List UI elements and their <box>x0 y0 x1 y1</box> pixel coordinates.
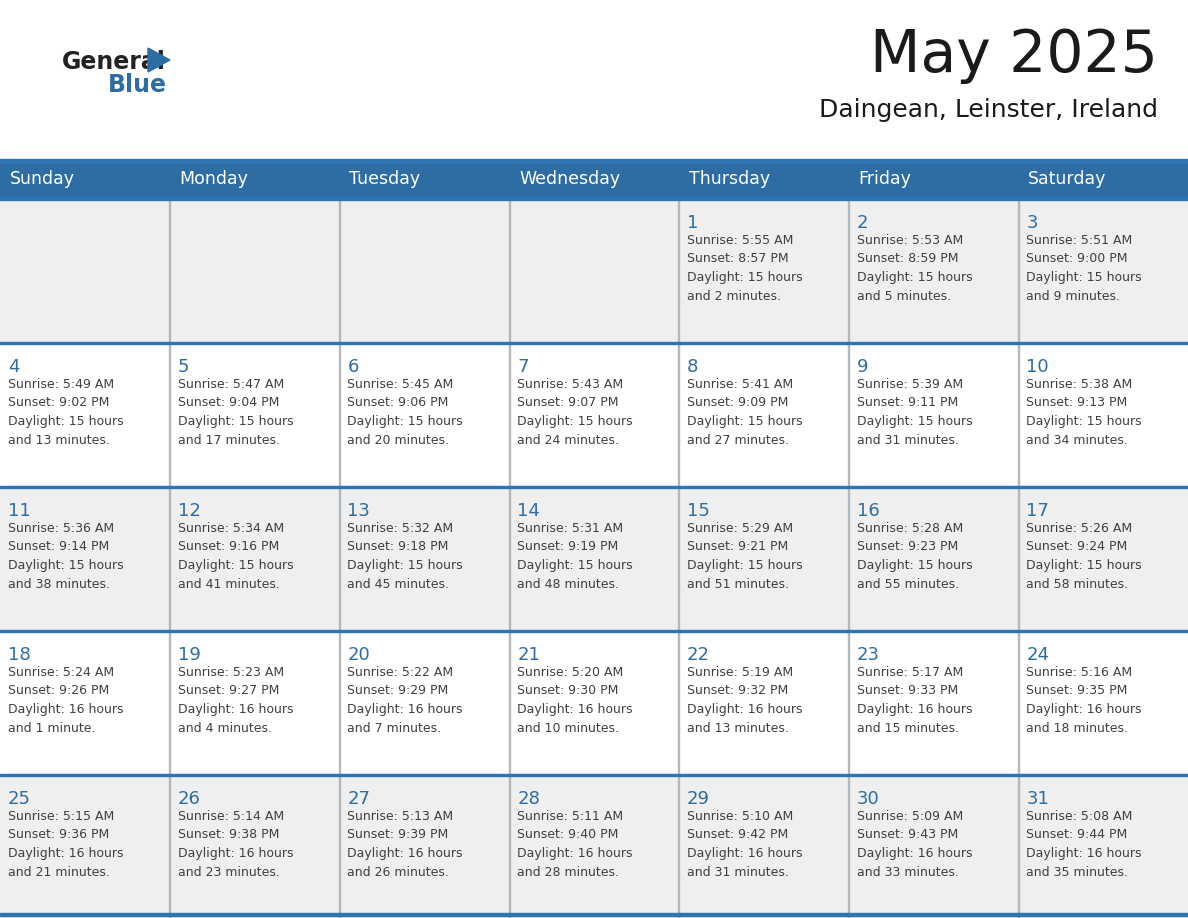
Text: Sunrise: 5:22 AM
Sunset: 9:29 PM
Daylight: 16 hours
and 7 minutes.: Sunrise: 5:22 AM Sunset: 9:29 PM Dayligh… <box>347 666 463 734</box>
Text: Sunrise: 5:45 AM
Sunset: 9:06 PM
Daylight: 15 hours
and 20 minutes.: Sunrise: 5:45 AM Sunset: 9:06 PM Dayligh… <box>347 378 463 446</box>
Text: 5: 5 <box>178 358 189 376</box>
Bar <box>0 630 1188 774</box>
Text: 11: 11 <box>8 502 31 520</box>
Bar <box>0 774 1188 918</box>
Text: Sunrise: 5:10 AM
Sunset: 9:42 PM
Daylight: 16 hours
and 31 minutes.: Sunrise: 5:10 AM Sunset: 9:42 PM Dayligh… <box>687 810 802 879</box>
Text: 3: 3 <box>1026 214 1038 232</box>
Text: Sunrise: 5:47 AM
Sunset: 9:04 PM
Daylight: 15 hours
and 17 minutes.: Sunrise: 5:47 AM Sunset: 9:04 PM Dayligh… <box>178 378 293 446</box>
Bar <box>0 486 1188 630</box>
Text: Sunrise: 5:41 AM
Sunset: 9:09 PM
Daylight: 15 hours
and 27 minutes.: Sunrise: 5:41 AM Sunset: 9:09 PM Dayligh… <box>687 378 802 446</box>
Text: Sunrise: 5:34 AM
Sunset: 9:16 PM
Daylight: 15 hours
and 41 minutes.: Sunrise: 5:34 AM Sunset: 9:16 PM Dayligh… <box>178 522 293 590</box>
Text: Sunrise: 5:24 AM
Sunset: 9:26 PM
Daylight: 16 hours
and 1 minute.: Sunrise: 5:24 AM Sunset: 9:26 PM Dayligh… <box>8 666 124 734</box>
Text: Sunrise: 5:15 AM
Sunset: 9:36 PM
Daylight: 16 hours
and 21 minutes.: Sunrise: 5:15 AM Sunset: 9:36 PM Dayligh… <box>8 810 124 879</box>
Text: 18: 18 <box>8 646 31 664</box>
Text: 30: 30 <box>857 790 879 808</box>
Bar <box>0 913 1188 916</box>
Bar <box>0 341 1188 344</box>
Text: 2: 2 <box>857 214 868 232</box>
Text: 22: 22 <box>687 646 710 664</box>
Text: Sunrise: 5:23 AM
Sunset: 9:27 PM
Daylight: 16 hours
and 4 minutes.: Sunrise: 5:23 AM Sunset: 9:27 PM Dayligh… <box>178 666 293 734</box>
Text: 28: 28 <box>517 790 541 808</box>
Bar <box>0 342 1188 486</box>
Text: 24: 24 <box>1026 646 1049 664</box>
Text: Sunrise: 5:09 AM
Sunset: 9:43 PM
Daylight: 16 hours
and 33 minutes.: Sunrise: 5:09 AM Sunset: 9:43 PM Dayligh… <box>857 810 972 879</box>
Text: 16: 16 <box>857 502 879 520</box>
Bar <box>0 159 1188 163</box>
Text: Sunrise: 5:32 AM
Sunset: 9:18 PM
Daylight: 15 hours
and 45 minutes.: Sunrise: 5:32 AM Sunset: 9:18 PM Dayligh… <box>347 522 463 590</box>
Text: Sunrise: 5:43 AM
Sunset: 9:07 PM
Daylight: 15 hours
and 24 minutes.: Sunrise: 5:43 AM Sunset: 9:07 PM Dayligh… <box>517 378 633 446</box>
Text: Sunrise: 5:26 AM
Sunset: 9:24 PM
Daylight: 15 hours
and 58 minutes.: Sunrise: 5:26 AM Sunset: 9:24 PM Dayligh… <box>1026 522 1142 590</box>
Text: 14: 14 <box>517 502 541 520</box>
Text: 10: 10 <box>1026 358 1049 376</box>
Text: Blue: Blue <box>108 73 168 97</box>
Text: 29: 29 <box>687 790 710 808</box>
Text: 12: 12 <box>178 502 201 520</box>
Polygon shape <box>148 48 170 72</box>
Bar <box>0 198 1188 342</box>
Bar <box>0 197 1188 200</box>
Text: Thursday: Thursday <box>689 170 770 188</box>
Bar <box>0 486 1188 488</box>
Text: Sunrise: 5:53 AM
Sunset: 8:59 PM
Daylight: 15 hours
and 5 minutes.: Sunrise: 5:53 AM Sunset: 8:59 PM Dayligh… <box>857 234 972 303</box>
Text: Sunrise: 5:29 AM
Sunset: 9:21 PM
Daylight: 15 hours
and 51 minutes.: Sunrise: 5:29 AM Sunset: 9:21 PM Dayligh… <box>687 522 802 590</box>
Text: 27: 27 <box>347 790 371 808</box>
Bar <box>0 630 1188 632</box>
Text: Sunrise: 5:49 AM
Sunset: 9:02 PM
Daylight: 15 hours
and 13 minutes.: Sunrise: 5:49 AM Sunset: 9:02 PM Dayligh… <box>8 378 124 446</box>
Text: Sunrise: 5:20 AM
Sunset: 9:30 PM
Daylight: 16 hours
and 10 minutes.: Sunrise: 5:20 AM Sunset: 9:30 PM Dayligh… <box>517 666 633 734</box>
Text: 23: 23 <box>857 646 879 664</box>
Text: Monday: Monday <box>179 170 248 188</box>
Text: May 2025: May 2025 <box>870 27 1158 84</box>
Text: 1: 1 <box>687 214 699 232</box>
Text: Sunrise: 5:11 AM
Sunset: 9:40 PM
Daylight: 16 hours
and 28 minutes.: Sunrise: 5:11 AM Sunset: 9:40 PM Dayligh… <box>517 810 633 879</box>
Text: Sunrise: 5:51 AM
Sunset: 9:00 PM
Daylight: 15 hours
and 9 minutes.: Sunrise: 5:51 AM Sunset: 9:00 PM Dayligh… <box>1026 234 1142 303</box>
Text: Saturday: Saturday <box>1029 170 1107 188</box>
Text: Sunrise: 5:39 AM
Sunset: 9:11 PM
Daylight: 15 hours
and 31 minutes.: Sunrise: 5:39 AM Sunset: 9:11 PM Dayligh… <box>857 378 972 446</box>
Text: 25: 25 <box>8 790 31 808</box>
Text: Sunrise: 5:36 AM
Sunset: 9:14 PM
Daylight: 15 hours
and 38 minutes.: Sunrise: 5:36 AM Sunset: 9:14 PM Dayligh… <box>8 522 124 590</box>
Text: General: General <box>62 50 166 74</box>
Text: 26: 26 <box>178 790 201 808</box>
Text: Sunrise: 5:08 AM
Sunset: 9:44 PM
Daylight: 16 hours
and 35 minutes.: Sunrise: 5:08 AM Sunset: 9:44 PM Dayligh… <box>1026 810 1142 879</box>
Text: 4: 4 <box>8 358 19 376</box>
Text: Daingean, Leinster, Ireland: Daingean, Leinster, Ireland <box>819 98 1158 122</box>
Text: Sunrise: 5:17 AM
Sunset: 9:33 PM
Daylight: 16 hours
and 15 minutes.: Sunrise: 5:17 AM Sunset: 9:33 PM Dayligh… <box>857 666 972 734</box>
Text: 15: 15 <box>687 502 709 520</box>
Text: Sunrise: 5:38 AM
Sunset: 9:13 PM
Daylight: 15 hours
and 34 minutes.: Sunrise: 5:38 AM Sunset: 9:13 PM Dayligh… <box>1026 378 1142 446</box>
Text: Sunrise: 5:14 AM
Sunset: 9:38 PM
Daylight: 16 hours
and 23 minutes.: Sunrise: 5:14 AM Sunset: 9:38 PM Dayligh… <box>178 810 293 879</box>
Text: Sunrise: 5:55 AM
Sunset: 8:57 PM
Daylight: 15 hours
and 2 minutes.: Sunrise: 5:55 AM Sunset: 8:57 PM Dayligh… <box>687 234 802 303</box>
Bar <box>0 774 1188 776</box>
Text: Tuesday: Tuesday <box>349 170 421 188</box>
Text: Friday: Friday <box>859 170 911 188</box>
Text: 20: 20 <box>347 646 371 664</box>
Text: 13: 13 <box>347 502 371 520</box>
Text: Sunrise: 5:19 AM
Sunset: 9:32 PM
Daylight: 16 hours
and 13 minutes.: Sunrise: 5:19 AM Sunset: 9:32 PM Dayligh… <box>687 666 802 734</box>
Text: Sunrise: 5:13 AM
Sunset: 9:39 PM
Daylight: 16 hours
and 26 minutes.: Sunrise: 5:13 AM Sunset: 9:39 PM Dayligh… <box>347 810 463 879</box>
Text: Sunrise: 5:31 AM
Sunset: 9:19 PM
Daylight: 15 hours
and 48 minutes.: Sunrise: 5:31 AM Sunset: 9:19 PM Dayligh… <box>517 522 633 590</box>
Bar <box>0 160 1188 198</box>
Text: Sunrise: 5:28 AM
Sunset: 9:23 PM
Daylight: 15 hours
and 55 minutes.: Sunrise: 5:28 AM Sunset: 9:23 PM Dayligh… <box>857 522 972 590</box>
Text: 6: 6 <box>347 358 359 376</box>
Text: 9: 9 <box>857 358 868 376</box>
Text: 21: 21 <box>517 646 541 664</box>
Text: Sunday: Sunday <box>10 170 75 188</box>
Text: 17: 17 <box>1026 502 1049 520</box>
Text: Sunrise: 5:16 AM
Sunset: 9:35 PM
Daylight: 16 hours
and 18 minutes.: Sunrise: 5:16 AM Sunset: 9:35 PM Dayligh… <box>1026 666 1142 734</box>
Text: 19: 19 <box>178 646 201 664</box>
Text: 31: 31 <box>1026 790 1049 808</box>
Text: 8: 8 <box>687 358 699 376</box>
Text: Wednesday: Wednesday <box>519 170 620 188</box>
Text: 7: 7 <box>517 358 529 376</box>
